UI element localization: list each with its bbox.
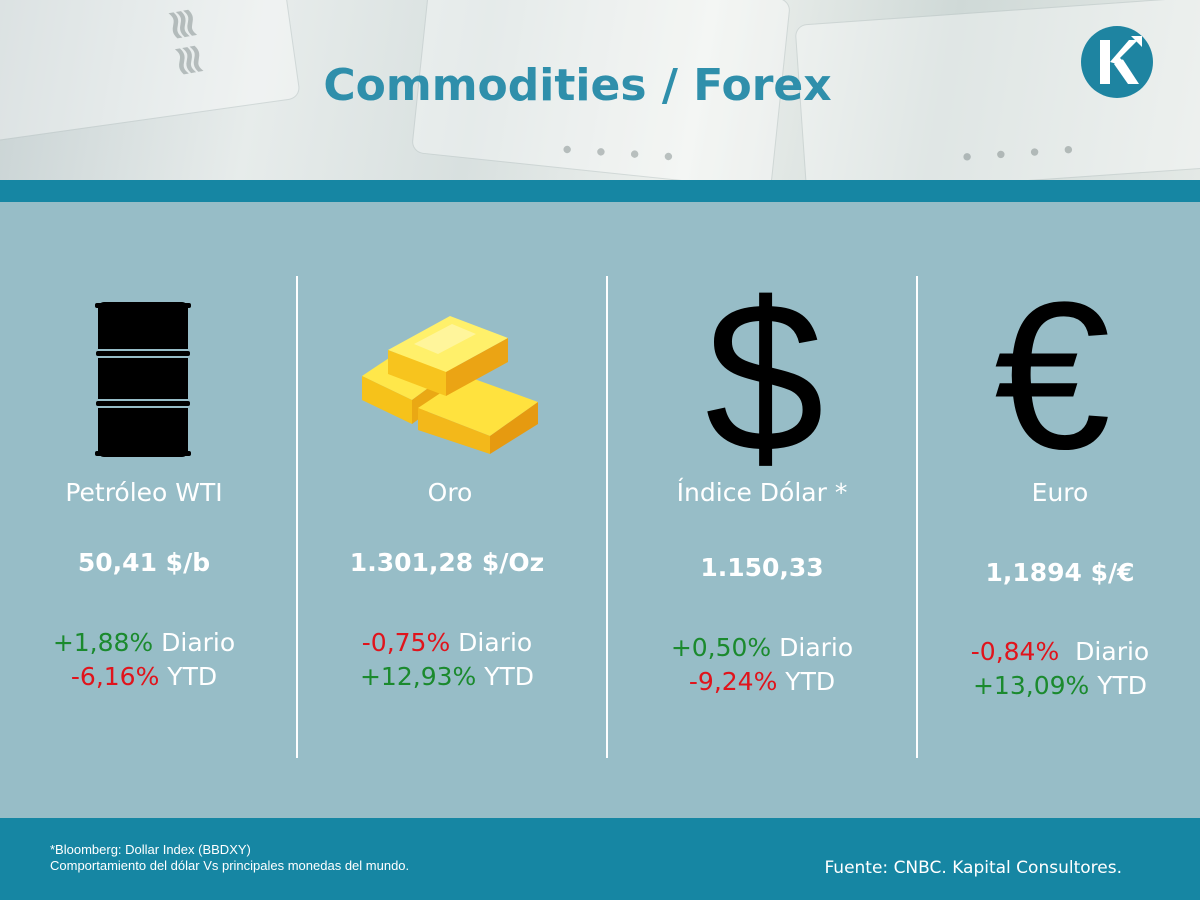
ytd-change-row: +13,09% YTD	[920, 669, 1200, 703]
commodity-price: 1.301,28 $/Oz	[349, 548, 545, 577]
footnote-description: Comportamiento del dólar Vs principales …	[50, 858, 410, 873]
background-bill-print: · · · ·	[958, 125, 1080, 180]
daily-change-value: -0,84%	[970, 637, 1060, 666]
euro-sign-icon: €	[994, 258, 1111, 493]
column-divider	[916, 276, 918, 758]
daily-change-label: Diario	[779, 633, 854, 662]
ytd-change-label: YTD	[167, 662, 218, 691]
ytd-change-label: YTD	[484, 662, 535, 691]
ytd-change-value: +13,09%	[972, 671, 1090, 700]
daily-change-label: Diario	[161, 628, 236, 657]
daily-change-row: +1,88% Diario	[0, 626, 294, 660]
background-bill-print: · · · ·	[558, 125, 680, 180]
column-divider	[296, 276, 298, 758]
commodity-name: Índice Dólar *	[676, 478, 848, 507]
dollar-sign-icon: $	[705, 258, 825, 497]
daily-change-value: +0,50%	[670, 633, 772, 662]
ytd-change-row: -6,16% YTD	[0, 660, 294, 694]
source-credit: Fuente: CNBC. Kapital Consultores.	[824, 858, 1122, 878]
header-banner: ≋≋ · · · · · · · · Commodities / Forex	[0, 0, 1200, 180]
oil-barrel-icon	[94, 302, 192, 462]
daily-change-value: -0,75%	[361, 628, 451, 657]
commodity-name: Petróleo WTI	[65, 478, 223, 507]
commodity-name: Oro	[427, 478, 473, 507]
commodity-price: 50,41 $/b	[77, 548, 211, 577]
ytd-change-value: -6,16%	[70, 662, 160, 691]
column-divider	[606, 276, 608, 758]
footnote-source: *Bloomberg: Dollar Index (BBDXY)	[50, 842, 251, 857]
ytd-change-row: +12,93% YTD	[297, 660, 597, 694]
ytd-change-value: +12,93%	[359, 662, 477, 691]
commodity-price: 1.150,33	[700, 553, 824, 582]
ytd-change-label: YTD	[785, 667, 836, 696]
daily-change-label: Diario	[1075, 637, 1150, 666]
ytd-change-value: -9,24%	[688, 667, 778, 696]
daily-change-value: +1,88%	[52, 628, 154, 657]
footer-bar: *Bloomberg: Dollar Index (BBDXY) Comport…	[0, 818, 1200, 900]
daily-change-row: +0,50% Diario	[612, 631, 912, 665]
commodity-price: 1,1894 $/€	[985, 558, 1135, 587]
daily-change-row: -0,75% Diario	[297, 626, 597, 660]
commodity-name: Euro	[1031, 478, 1089, 507]
page-title: Commodities / Forex	[323, 60, 832, 111]
header-divider-band	[0, 180, 1200, 202]
gold-bars-icon	[358, 306, 544, 459]
ytd-change-label: YTD	[1097, 671, 1148, 700]
daily-change-label: Diario	[458, 628, 533, 657]
ytd-change-row: -9,24% YTD	[612, 665, 912, 699]
kapital-logo-icon	[1081, 26, 1153, 98]
daily-change-row: -0,84% Diario	[920, 635, 1200, 669]
